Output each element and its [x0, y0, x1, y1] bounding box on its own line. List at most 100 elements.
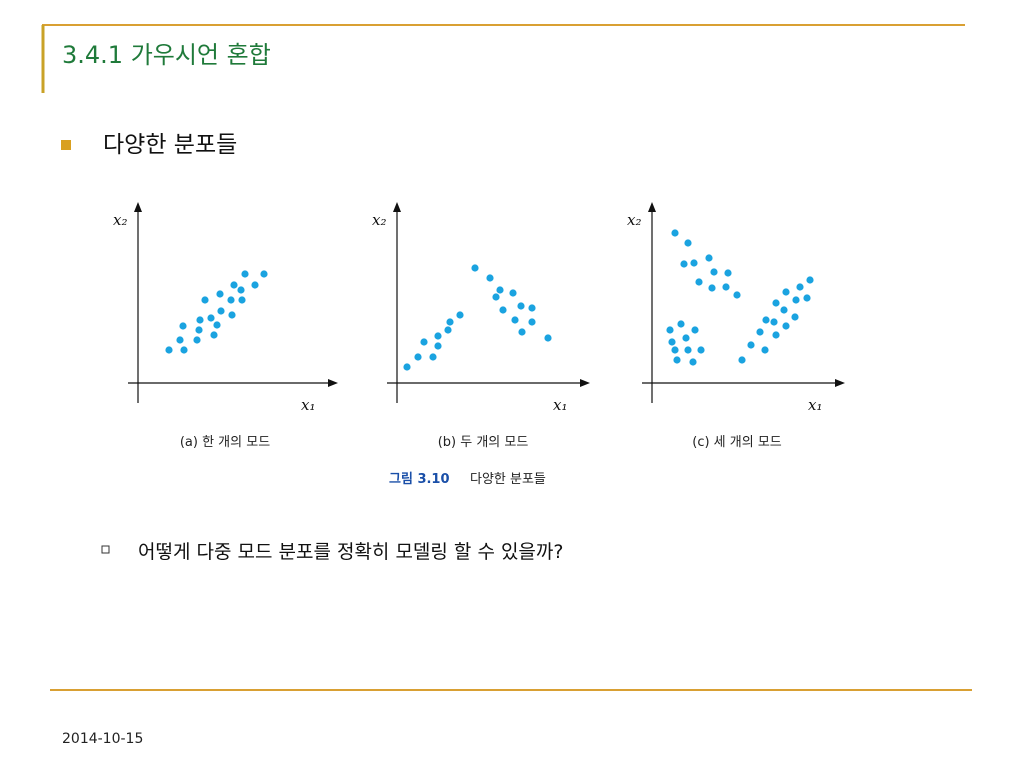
scatter-dot — [228, 311, 236, 319]
scatter-dot — [216, 290, 224, 298]
scatter-dot — [196, 316, 204, 324]
scatter-dot — [770, 318, 778, 326]
scatter-dot — [518, 328, 526, 336]
x-arrow — [328, 379, 338, 387]
scatter-dot — [446, 318, 454, 326]
scatter-dot — [666, 326, 674, 334]
scatter-dot — [684, 239, 692, 247]
scatter-dot — [684, 346, 692, 354]
scatter-dot — [544, 334, 552, 342]
figure-label: 그림 3.10 — [389, 472, 450, 487]
scatter-dot — [722, 283, 730, 291]
scatter-dot — [782, 288, 790, 296]
scatter-dot — [486, 274, 494, 282]
scatter-dot — [251, 281, 259, 289]
y-arrow — [134, 202, 142, 212]
scatter-dot — [434, 332, 442, 340]
sub-bullet-text: 어떻게 다중 모드 분포를 정확히 모델링 할 수 있을까? — [138, 541, 563, 563]
scatter-dot — [517, 302, 525, 310]
scatter-dot — [195, 326, 203, 334]
scatter-dot — [724, 269, 732, 277]
scatter-dot — [708, 284, 716, 292]
scatter-dot — [414, 353, 422, 361]
scatter-dot — [796, 283, 804, 291]
footer-date: 2014-10-15 — [62, 731, 143, 747]
scatter-dot — [403, 363, 411, 371]
figure: x₂ x₁ (a) 한 개의 모드 x₂ x₁ (b) 두 개의 모드 x₂ x₁ (c) 세 … — [113, 202, 845, 450]
scatter-dot — [227, 296, 235, 304]
scatter-dot — [456, 311, 464, 319]
slide-title: 3.4.1 가우시언 혼합 — [62, 41, 271, 69]
scatter-dot — [180, 346, 188, 354]
x-axis-label: x₁ — [301, 396, 315, 414]
scatter-dot — [193, 336, 201, 344]
scatter-dot — [677, 320, 685, 328]
sub-bullet-marker — [101, 545, 110, 554]
scatter-dot — [496, 286, 504, 294]
scatter-dot — [756, 328, 764, 336]
scatter-dot — [492, 293, 500, 301]
scatter-dot — [710, 268, 718, 276]
scatter-dot — [165, 346, 173, 354]
scatter-dot — [680, 260, 688, 268]
scatter-dot — [689, 358, 697, 366]
scatter-dot — [803, 294, 811, 302]
scatter-dot — [528, 318, 536, 326]
scatter-dot — [444, 326, 452, 334]
bullet-marker — [61, 140, 71, 150]
scatter-dot — [671, 346, 679, 354]
y-axis-label: x₂ — [113, 211, 127, 229]
scatter-dot — [772, 299, 780, 307]
y-arrow — [648, 202, 656, 212]
scatter-dot — [682, 334, 690, 342]
scatter-dot — [511, 316, 519, 324]
bullet-text: 다양한 분포들 — [103, 132, 237, 158]
scatter-dot — [791, 313, 799, 321]
scatter-dot — [237, 286, 245, 294]
scatter-dot — [528, 304, 536, 312]
panel-caption: (a) 한 개의 모드 — [180, 435, 270, 450]
panel-caption: (c) 세 개의 모드 — [692, 435, 782, 450]
scatter-dot — [792, 296, 800, 304]
scatter-dot — [176, 336, 184, 344]
scatter-dot — [509, 289, 517, 297]
scatter-dot — [471, 264, 479, 272]
scatter-dot — [761, 346, 769, 354]
scatter-dot — [217, 307, 225, 315]
scatter-dot — [420, 338, 428, 346]
scatter-dot — [201, 296, 209, 304]
scatter-dot — [429, 353, 437, 361]
scatter-dot — [238, 296, 246, 304]
scatter-dot — [762, 316, 770, 324]
panel-caption: (b) 두 개의 모드 — [438, 435, 529, 450]
scatter-dot — [230, 281, 238, 289]
scatter-dot — [747, 341, 755, 349]
y-arrow — [393, 202, 401, 212]
scatter-dot — [260, 270, 268, 278]
scatter-dot — [241, 270, 249, 278]
y-axis-label: x₂ — [372, 211, 386, 229]
scatter-dot — [668, 338, 676, 346]
scatter-dot — [499, 306, 507, 314]
scatter-dot — [179, 322, 187, 330]
scatter-dot — [671, 229, 679, 237]
scatter-dot — [690, 259, 698, 267]
scatter-dot — [705, 254, 713, 262]
x-arrow — [835, 379, 845, 387]
scatter-dot — [806, 276, 814, 284]
scatter-dot — [697, 346, 705, 354]
x-arrow — [580, 379, 590, 387]
scatter-dot — [673, 356, 681, 364]
figure-caption: 다양한 분포들 — [470, 472, 546, 487]
y-axis-label: x₂ — [627, 211, 641, 229]
scatter-dot — [738, 356, 746, 364]
x-axis-label: x₁ — [808, 396, 822, 414]
scatter-dot — [210, 331, 218, 339]
scatter-dot — [772, 331, 780, 339]
scatter-dot — [434, 342, 442, 350]
scatter-dot — [782, 322, 790, 330]
scatter-dot — [691, 326, 699, 334]
scatter-dot — [780, 306, 788, 314]
x-axis-label: x₁ — [553, 396, 567, 414]
